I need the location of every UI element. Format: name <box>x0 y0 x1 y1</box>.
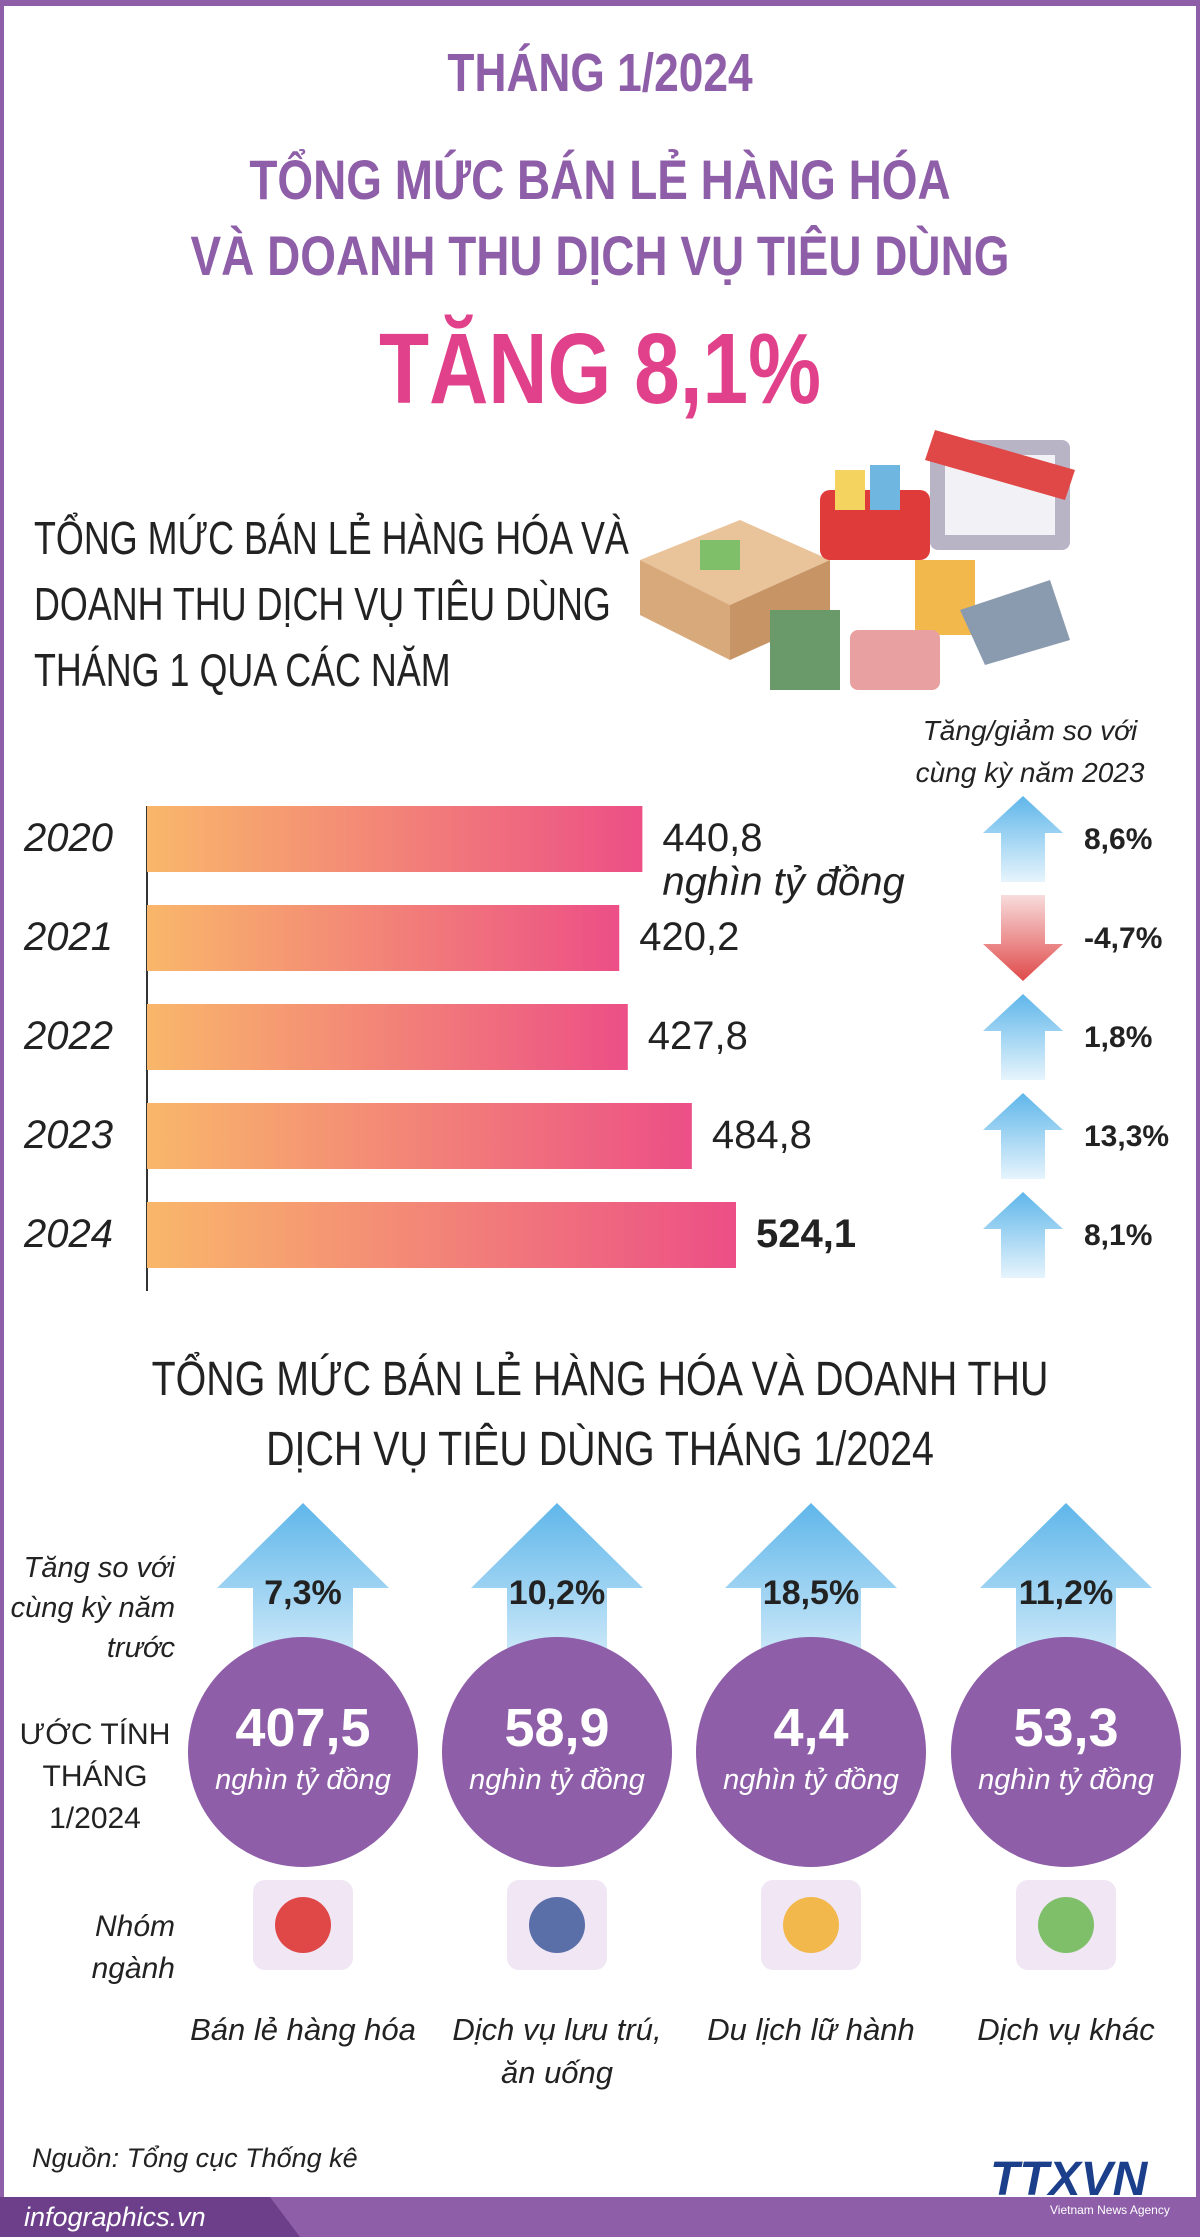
change-label: 1,8% <box>1084 1021 1153 1054</box>
frame-right <box>1196 0 1200 2237</box>
change-arrow <box>983 796 1063 882</box>
group-name: Dịch vụ khác <box>977 2012 1155 2047</box>
estimate-unit: nghìn tỷ đồng <box>978 1764 1154 1796</box>
footer-tab <box>0 2197 300 2237</box>
row-label: Nhóm ngành <box>91 1910 175 1985</box>
estimate-circle <box>696 1637 926 1867</box>
estimate-unit: nghìn tỷ đồng <box>215 1764 391 1796</box>
bar <box>147 1103 692 1169</box>
group-name: Bán lẻ hàng hóa <box>190 2012 416 2047</box>
frame-left <box>0 0 4 2237</box>
value-label: 524,1 <box>756 1212 857 1256</box>
estimate-circle <box>188 1637 418 1867</box>
headline: VÀ DOANH THU DỊCH VỤ TIÊU DÙNG <box>190 224 1010 287</box>
section-title: DỊCH VỤ TIÊU DÙNG THÁNG 1/2024 <box>266 1423 934 1476</box>
bar <box>147 806 643 872</box>
estimate-circle <box>951 1637 1181 1867</box>
value-label: 427,8 <box>647 1014 748 1058</box>
headline: TỔNG MỨC BÁN LẺ HÀNG HÓA <box>249 148 951 211</box>
group-icon <box>529 1897 585 1953</box>
growth-arrow <box>471 1503 643 1690</box>
estimate-label: 4,4 <box>773 1698 849 1758</box>
estimate-label: 58,9 <box>504 1698 610 1758</box>
estimate-label: 53,3 <box>1013 1698 1119 1758</box>
group-icon <box>1038 1897 1094 1953</box>
site: infographics.vn <box>24 2202 206 2232</box>
section-title: TỔNG MỨC BÁN LẺ HÀNG HÓA VÀ DOANH THU <box>151 1353 1049 1406</box>
year-label: 2020 <box>24 816 113 860</box>
change-label: 13,3% <box>1084 1120 1170 1153</box>
change-arrow <box>983 994 1063 1080</box>
group-name: Du lịch lữ hành <box>707 2012 915 2047</box>
year-label: 2023 <box>24 1113 113 1157</box>
highlight: TĂNG 8,1% <box>378 313 821 425</box>
change-label: 8,6% <box>1084 823 1153 856</box>
estimate-unit: nghìn tỷ đồng <box>469 1764 645 1796</box>
frame-top <box>0 0 1200 6</box>
growth-label: 11,2% <box>1018 1574 1114 1612</box>
illustration <box>640 430 1075 690</box>
chart-title: DOANH THU DỊCH VỤ TIÊU DÙNG <box>34 578 611 630</box>
growth-label: 7,3% <box>264 1574 342 1612</box>
change-arrow <box>983 1093 1063 1179</box>
bar <box>147 905 620 971</box>
unit-label: nghìn tỷ đồng <box>662 860 905 904</box>
logo-sub: Vietnam News Agency <box>1050 2203 1170 2217</box>
group-icon <box>275 1897 331 1953</box>
change-arrow <box>983 1192 1063 1278</box>
bar <box>147 1202 736 1268</box>
value-label: 484,8 <box>711 1113 812 1157</box>
period: THÁNG 1/2024 <box>447 43 753 103</box>
group-icon <box>783 1897 839 1953</box>
value-label: 420,2 <box>639 915 740 959</box>
change-label: -4,7% <box>1084 922 1163 955</box>
change-label: 8,1% <box>1084 1219 1153 1252</box>
row-label: ƯỚC TÍNH THÁNG 1/2024 <box>19 1718 171 1835</box>
change-title: Tăng/giảm so với cùng kỳ năm 2023 <box>915 715 1145 788</box>
row-label: Tăng so với cùng kỳ năm trước <box>10 1552 175 1664</box>
bar <box>147 1004 628 1070</box>
growth-arrow <box>217 1503 389 1690</box>
growth-arrow <box>725 1503 897 1690</box>
change-arrow <box>983 895 1063 981</box>
chart-title: THÁNG 1 QUA CÁC NĂM <box>34 644 451 696</box>
growth-arrow <box>980 1503 1152 1690</box>
group-name: Dịch vụ lưu trú, ăn uống <box>452 2012 662 2090</box>
year-label: 2022 <box>24 1014 113 1058</box>
logo: TTXVN <box>990 2153 1148 2206</box>
growth-label: 10,2% <box>508 1574 606 1612</box>
estimate-unit: nghìn tỷ đồng <box>723 1764 899 1796</box>
source: Nguồn: Tổng cục Thống kê <box>32 2143 358 2173</box>
estimate-label: 407,5 <box>235 1698 371 1758</box>
chart-title: TỔNG MỨC BÁN LẺ HÀNG HÓA VÀ <box>34 512 629 564</box>
estimate-circle <box>442 1637 672 1867</box>
value-label: 440,8 <box>662 816 763 860</box>
year-label: 2024 <box>24 1212 113 1256</box>
year-label: 2021 <box>24 915 113 959</box>
growth-label: 18,5% <box>762 1574 860 1612</box>
